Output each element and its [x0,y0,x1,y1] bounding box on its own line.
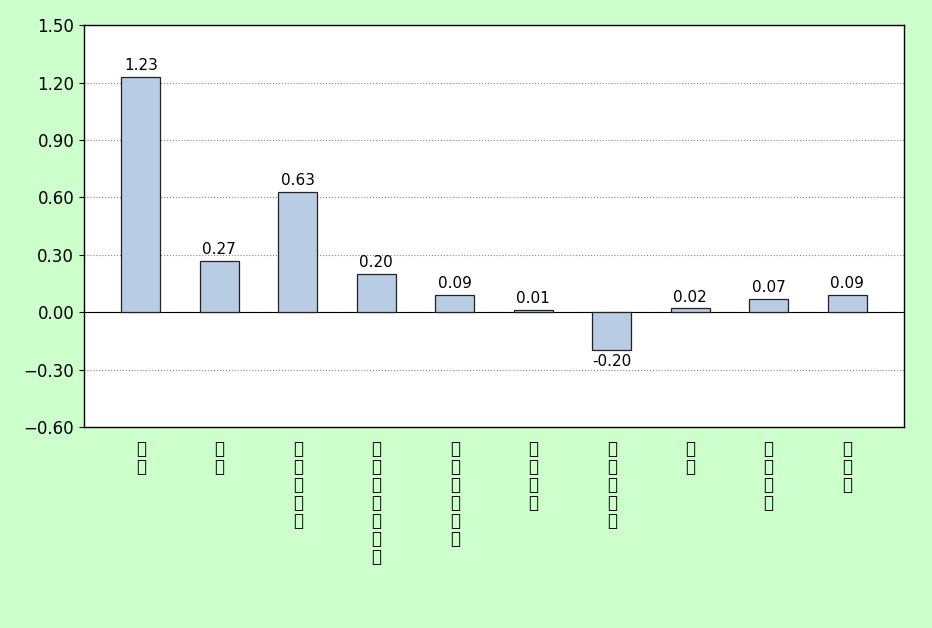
Text: 0.02: 0.02 [673,290,707,305]
Text: 0.09: 0.09 [830,276,864,291]
Bar [278,192,318,312]
Bar [199,261,239,312]
Text: 0.01: 0.01 [516,291,550,306]
Text: 0.09: 0.09 [438,276,472,291]
Text: 0.63: 0.63 [281,173,315,188]
Bar [357,274,396,312]
Text: 0.27: 0.27 [202,242,236,257]
Text: -0.20: -0.20 [592,354,631,369]
Text: 0.07: 0.07 [752,280,786,295]
Bar [121,77,160,312]
Bar [749,299,788,312]
Bar [435,295,474,312]
Bar [592,312,631,350]
Bar [828,295,867,312]
Bar [670,308,710,312]
Text: 0.20: 0.20 [360,255,393,270]
Bar [514,310,553,312]
Text: 1.23: 1.23 [124,58,158,73]
